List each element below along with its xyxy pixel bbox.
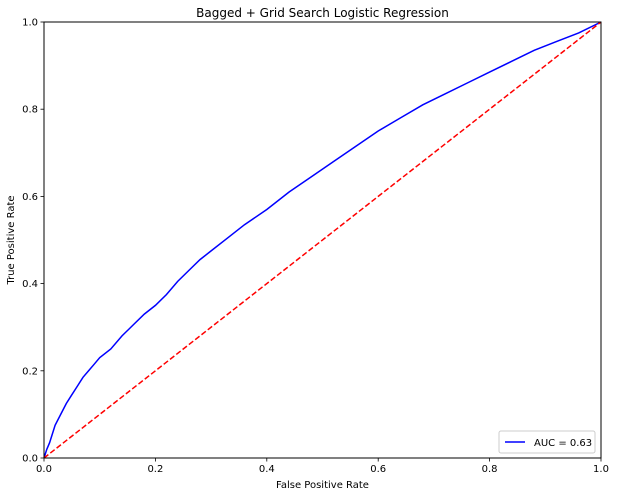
y-tick-label: 1.0: [22, 18, 38, 29]
x-tick-label: 0.0: [36, 464, 52, 475]
y-tick-label: 0.6: [22, 192, 38, 203]
plot-area-frame: [43, 21, 602, 459]
x-tick-label: 0.4: [259, 464, 275, 475]
y-tick-label: 0.4: [22, 279, 38, 290]
y-axis-label: True Positive Rate: [6, 195, 17, 285]
legend: AUC = 0.63: [498, 430, 596, 454]
x-axis-label: False Positive Rate: [276, 480, 369, 491]
roc-curve-line: [43, 21, 602, 459]
chart-title: Bagged + Grid Search Logistic Regression: [196, 6, 449, 20]
legend-label: AUC = 0.63: [534, 438, 592, 449]
x-tick-label: 0.2: [147, 464, 163, 475]
y-tick-label: 0.0: [22, 454, 38, 465]
y-tick-label: 0.2: [22, 366, 38, 377]
series-layer: [43, 21, 602, 459]
y-tick-label: 0.8: [22, 105, 38, 116]
reference-diagonal-line: [43, 21, 602, 459]
x-tick-label: 0.8: [482, 464, 498, 475]
ticks-layer: 0.0 0.2 0.4 0.6 0.8 1.0 0.0 0.2 0.4 0.6 0.8 1.0: [22, 18, 609, 476]
x-tick-label: 1.0: [593, 464, 609, 475]
x-tick-label: 0.6: [370, 464, 386, 475]
legend-box: [498, 430, 596, 454]
